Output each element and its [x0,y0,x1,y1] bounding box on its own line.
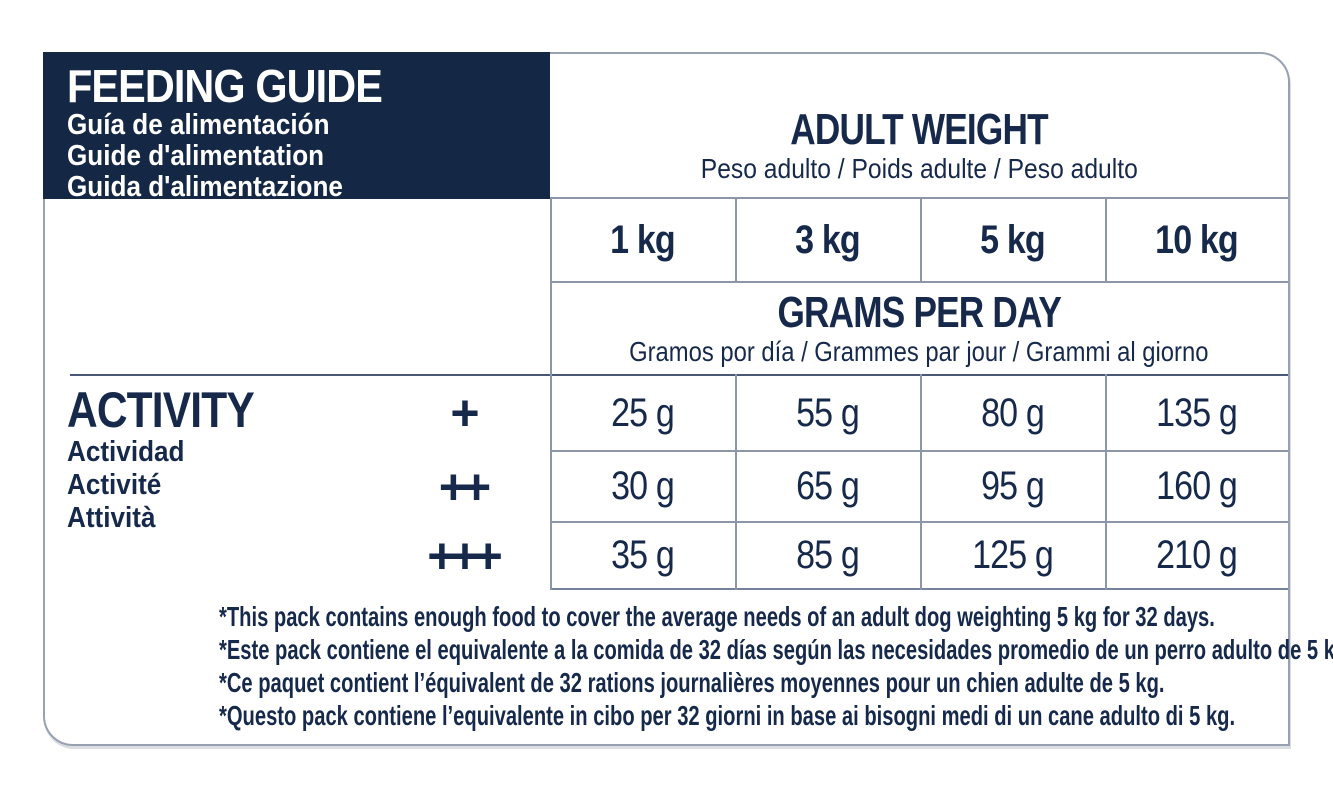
footnote-it: *Questo pack contiene l’equivalente in c… [219,700,1236,731]
table-line-col2-top [920,197,922,283]
footnotes: *This pack contains enough food to cover… [45,600,1333,732]
table-line-col1-top [735,197,737,283]
value-cell: 125 g [972,533,1054,577]
activity-header-block: ACTIVITY Actividad Activité Attività [67,384,287,535]
feeding-guide-subtitle-es: Guía de alimentación [67,109,330,141]
table-line-row2 [550,521,1288,523]
value-cell: 160 g [1156,464,1238,508]
table-line-col3-top [1105,197,1107,283]
value-cell: 85 g [796,533,860,577]
table-line-activity-top [70,374,1288,376]
value-cell: 30 g [611,464,675,508]
grams-per-day-header: GRAMS PER DAY Gramos por día / Grammes p… [550,283,1288,374]
activity-level-medium-icon: ++ [438,458,491,515]
adult-weight-title: ADULT WEIGHT [790,105,1048,154]
value-cell: 55 g [796,390,860,435]
value-cell: 135 g [1156,390,1238,435]
value-cell: 35 g [611,533,675,577]
adult-weight-header: ADULT WEIGHT Peso adulto / Poids adulte … [550,54,1288,195]
grams-per-day-subtitle: Gramos por día / Grammes par jour / Gram… [629,335,1209,367]
table-line-top [550,197,1288,199]
feeding-guide-subtitle-fr: Guide d'alimentation [67,140,325,172]
activity-title: ACTIVITY [67,382,255,438]
value-cell: 95 g [981,464,1045,508]
footnote-fr: *Ce paquet contient l’équivalent de 32 r… [219,667,1165,698]
feeding-guide-title: FEEDING GUIDE [67,60,383,112]
grams-per-day-title: GRAMS PER DAY [777,287,1061,337]
adult-weight-subtitle: Peso adulto / Poids adulte / Peso adulto [700,153,1138,184]
table-line-bottom [550,588,1288,590]
weight-header-1kg: 1 kg [610,217,675,262]
feeding-guide-header-block: FEEDING GUIDE Guía de alimentación Guide… [43,52,550,199]
table-line-row1 [550,450,1288,452]
weight-header-3kg: 3 kg [795,217,860,262]
table-line-under-weights [550,281,1288,283]
activity-level-low-icon: + [450,385,479,441]
table-line-left [550,197,552,590]
activity-subtitle-es: Actividad [67,436,185,468]
value-cell: 210 g [1156,533,1238,577]
footnote-es: *Este pack contiene el equivalente a la … [219,634,1333,665]
table-line-col3-bottom [1105,374,1107,590]
activity-level-high-icon: +++ [427,527,503,584]
weight-header-5kg: 5 kg [980,217,1045,262]
footnote-en: *This pack contains enough food to cover… [219,601,1215,632]
feeding-guide-subtitle-it: Guida d'alimentazione [67,171,343,200]
table-line-col1-bottom [735,374,737,590]
weight-header-10kg: 10 kg [1155,217,1239,262]
activity-subtitle-fr: Activité [67,469,162,501]
value-cell: 25 g [611,390,675,435]
table-line-col2-bottom [920,374,922,590]
feeding-guide-panel: FEEDING GUIDE Guía de alimentación Guide… [43,52,1333,746]
value-cell: 65 g [796,464,860,508]
value-cell: 80 g [981,390,1045,435]
activity-subtitle-it: Attività [67,502,156,534]
